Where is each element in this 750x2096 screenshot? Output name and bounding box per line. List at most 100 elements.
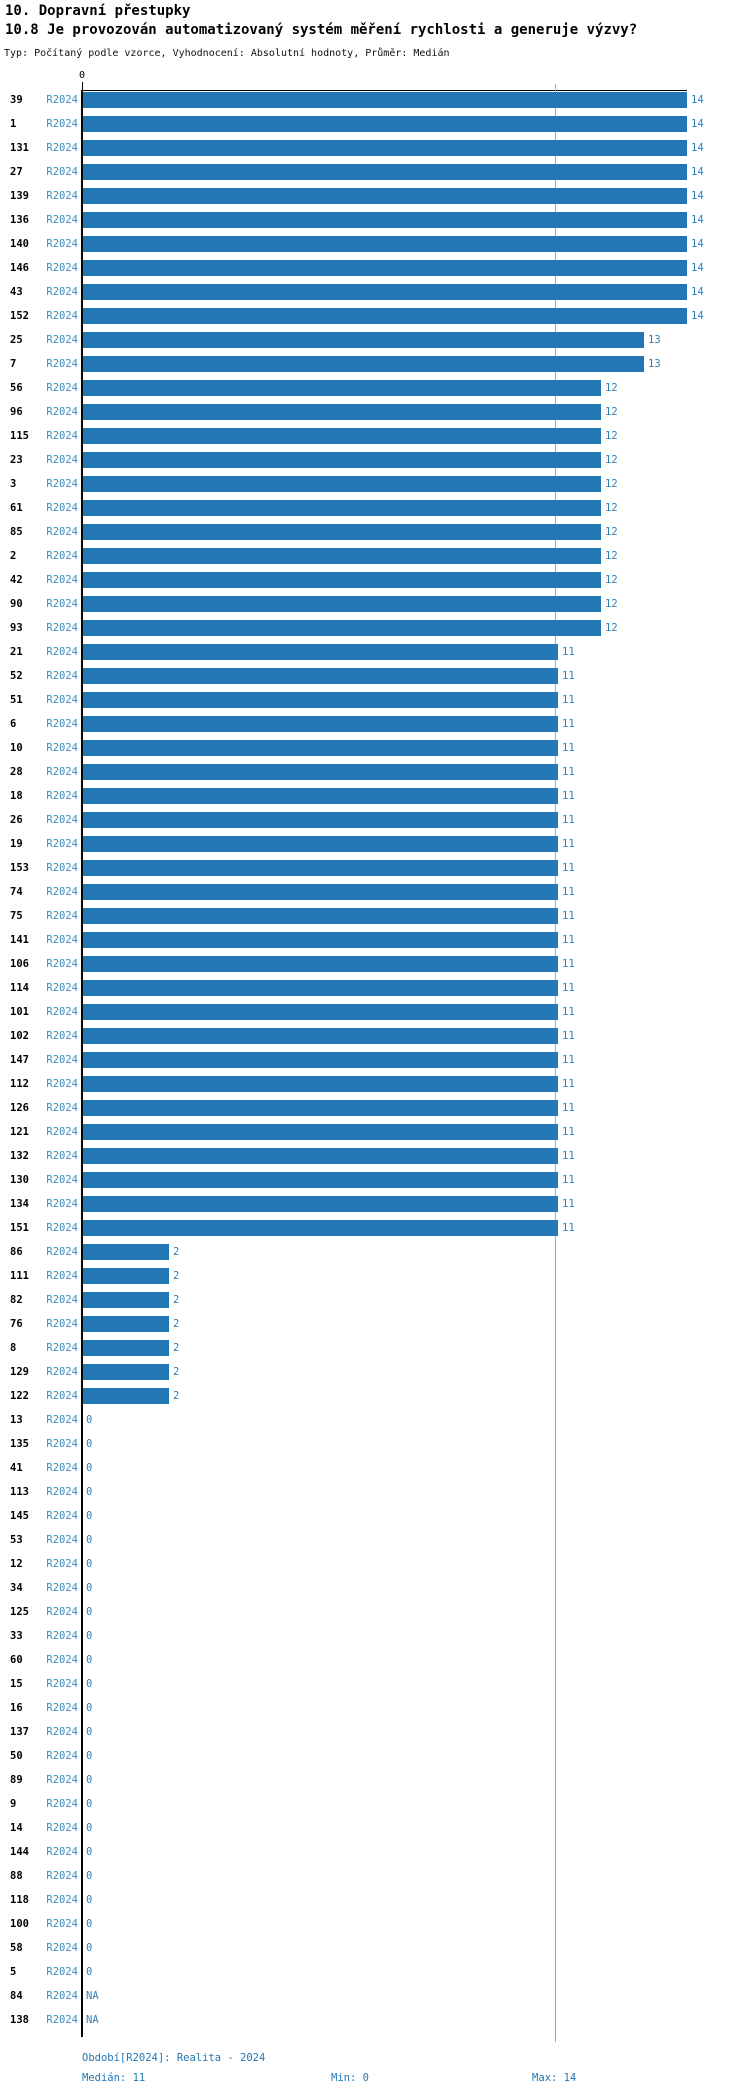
- bar-row: 13 R2024 0: [0, 1408, 750, 1432]
- row-series-label: R2024: [46, 1654, 78, 1666]
- row-series-label: R2024: [46, 430, 78, 442]
- bar-value-label: 11: [562, 766, 575, 778]
- row-series-label: R2024: [46, 1222, 78, 1234]
- bar-row: 26 R2024 11: [0, 808, 750, 832]
- row-id-label: 111: [10, 1270, 29, 1282]
- bar-row: 114 R2024 11: [0, 976, 750, 1000]
- bar-row: 61 R2024 12: [0, 496, 750, 520]
- bar-row: 137 R2024 0: [0, 1720, 750, 1744]
- row-id-label: 10: [10, 742, 23, 754]
- bar: [83, 500, 601, 516]
- row-id-label: 138: [10, 2014, 29, 2026]
- row-series-label: R2024: [46, 118, 78, 130]
- bar-row: 52 R2024 11: [0, 664, 750, 688]
- bar-row: 76 R2024 2: [0, 1312, 750, 1336]
- bar-value-label: 12: [605, 574, 618, 586]
- bar-row: 23 R2024 12: [0, 448, 750, 472]
- bar-value-label: 11: [562, 718, 575, 730]
- bar-row: 18 R2024 11: [0, 784, 750, 808]
- bar-value-label: 12: [605, 598, 618, 610]
- bar-row: 16 R2024 0: [0, 1696, 750, 1720]
- bar: [83, 644, 558, 660]
- row-id-label: 96: [10, 406, 23, 418]
- row-series-label: R2024: [46, 1822, 78, 1834]
- bar-value-label: 0: [86, 1534, 93, 1546]
- row-series-label: R2024: [46, 862, 78, 874]
- row-id-label: 75: [10, 910, 23, 922]
- row-id-label: 152: [10, 310, 29, 322]
- row-series-label: R2024: [46, 1102, 78, 1114]
- bar-row: 125 R2024 0: [0, 1600, 750, 1624]
- row-series-label: R2024: [46, 1750, 78, 1762]
- row-id-label: 140: [10, 238, 29, 250]
- bar-value-label: 12: [605, 382, 618, 394]
- page-title: 10. Dopravní přestupky: [5, 3, 191, 19]
- bar-row: 151 R2024 11: [0, 1216, 750, 1240]
- bar: [83, 836, 558, 852]
- row-id-label: 118: [10, 1894, 29, 1906]
- bar-value-label: 0: [86, 1750, 93, 1762]
- row-series-label: R2024: [46, 790, 78, 802]
- bar-value-label: 0: [86, 1462, 93, 1474]
- row-series-label: R2024: [46, 334, 78, 346]
- row-series-label: R2024: [46, 2014, 78, 2026]
- row-id-label: 8: [10, 1342, 17, 1354]
- bar: [83, 116, 687, 132]
- bar-value-label: 12: [605, 526, 618, 538]
- row-series-label: R2024: [46, 454, 78, 466]
- row-series-label: R2024: [46, 526, 78, 538]
- row-series-label: R2024: [46, 598, 78, 610]
- bar: [83, 764, 558, 780]
- bar-row: 2 R2024 12: [0, 544, 750, 568]
- row-series-label: R2024: [46, 982, 78, 994]
- bar: [83, 788, 558, 804]
- row-series-label: R2024: [46, 550, 78, 562]
- row-id-label: 93: [10, 622, 23, 634]
- row-id-label: 115: [10, 430, 29, 442]
- bar-row: 3 R2024 12: [0, 472, 750, 496]
- row-series-label: R2024: [46, 1366, 78, 1378]
- bar-value-label: 0: [86, 1774, 93, 1786]
- bar-row: 41 R2024 0: [0, 1456, 750, 1480]
- row-id-label: 5: [10, 1966, 17, 1978]
- bar-row: 12 R2024 0: [0, 1552, 750, 1576]
- bar: [83, 1100, 558, 1116]
- bar-value-label: 2: [173, 1270, 180, 1282]
- bar-row: 89 R2024 0: [0, 1768, 750, 1792]
- bar-row: 8 R2024 2: [0, 1336, 750, 1360]
- bar-row: 53 R2024 0: [0, 1528, 750, 1552]
- row-id-label: 82: [10, 1294, 23, 1306]
- footer-median-label: Medián: 11: [82, 2072, 146, 2084]
- row-id-label: 33: [10, 1630, 23, 1642]
- row-series-label: R2024: [46, 1006, 78, 1018]
- row-series-label: R2024: [46, 94, 78, 106]
- bar-value-label: 0: [86, 1654, 93, 1666]
- bar-value-label: NA: [86, 2014, 99, 2026]
- bar-value-label: 14: [691, 286, 704, 298]
- row-series-label: R2024: [46, 1198, 78, 1210]
- bar: [83, 356, 644, 372]
- row-series-label: R2024: [46, 1054, 78, 1066]
- row-id-label: 7: [10, 358, 17, 370]
- row-id-label: 106: [10, 958, 29, 970]
- bar-value-label: 14: [691, 238, 704, 250]
- bar-row: 96 R2024 12: [0, 400, 750, 424]
- row-series-label: R2024: [46, 1702, 78, 1714]
- bar-row: 28 R2024 11: [0, 760, 750, 784]
- bar-row: 56 R2024 12: [0, 376, 750, 400]
- bar-value-label: 11: [562, 910, 575, 922]
- bar-value-label: 13: [648, 334, 661, 346]
- bar-row: 101 R2024 11: [0, 1000, 750, 1024]
- bar-value-label: 2: [173, 1366, 180, 1378]
- row-id-label: 53: [10, 1534, 23, 1546]
- bar-row: 153 R2024 11: [0, 856, 750, 880]
- bar: [83, 1196, 558, 1212]
- bar-row: 84 R2024 NA: [0, 1984, 750, 2008]
- bar-row: 132 R2024 11: [0, 1144, 750, 1168]
- row-series-label: R2024: [46, 1318, 78, 1330]
- bar-value-label: 11: [562, 694, 575, 706]
- bar: [83, 716, 558, 732]
- bar-value-label: 0: [86, 1846, 93, 1858]
- bar: [83, 692, 558, 708]
- bar: [83, 92, 687, 108]
